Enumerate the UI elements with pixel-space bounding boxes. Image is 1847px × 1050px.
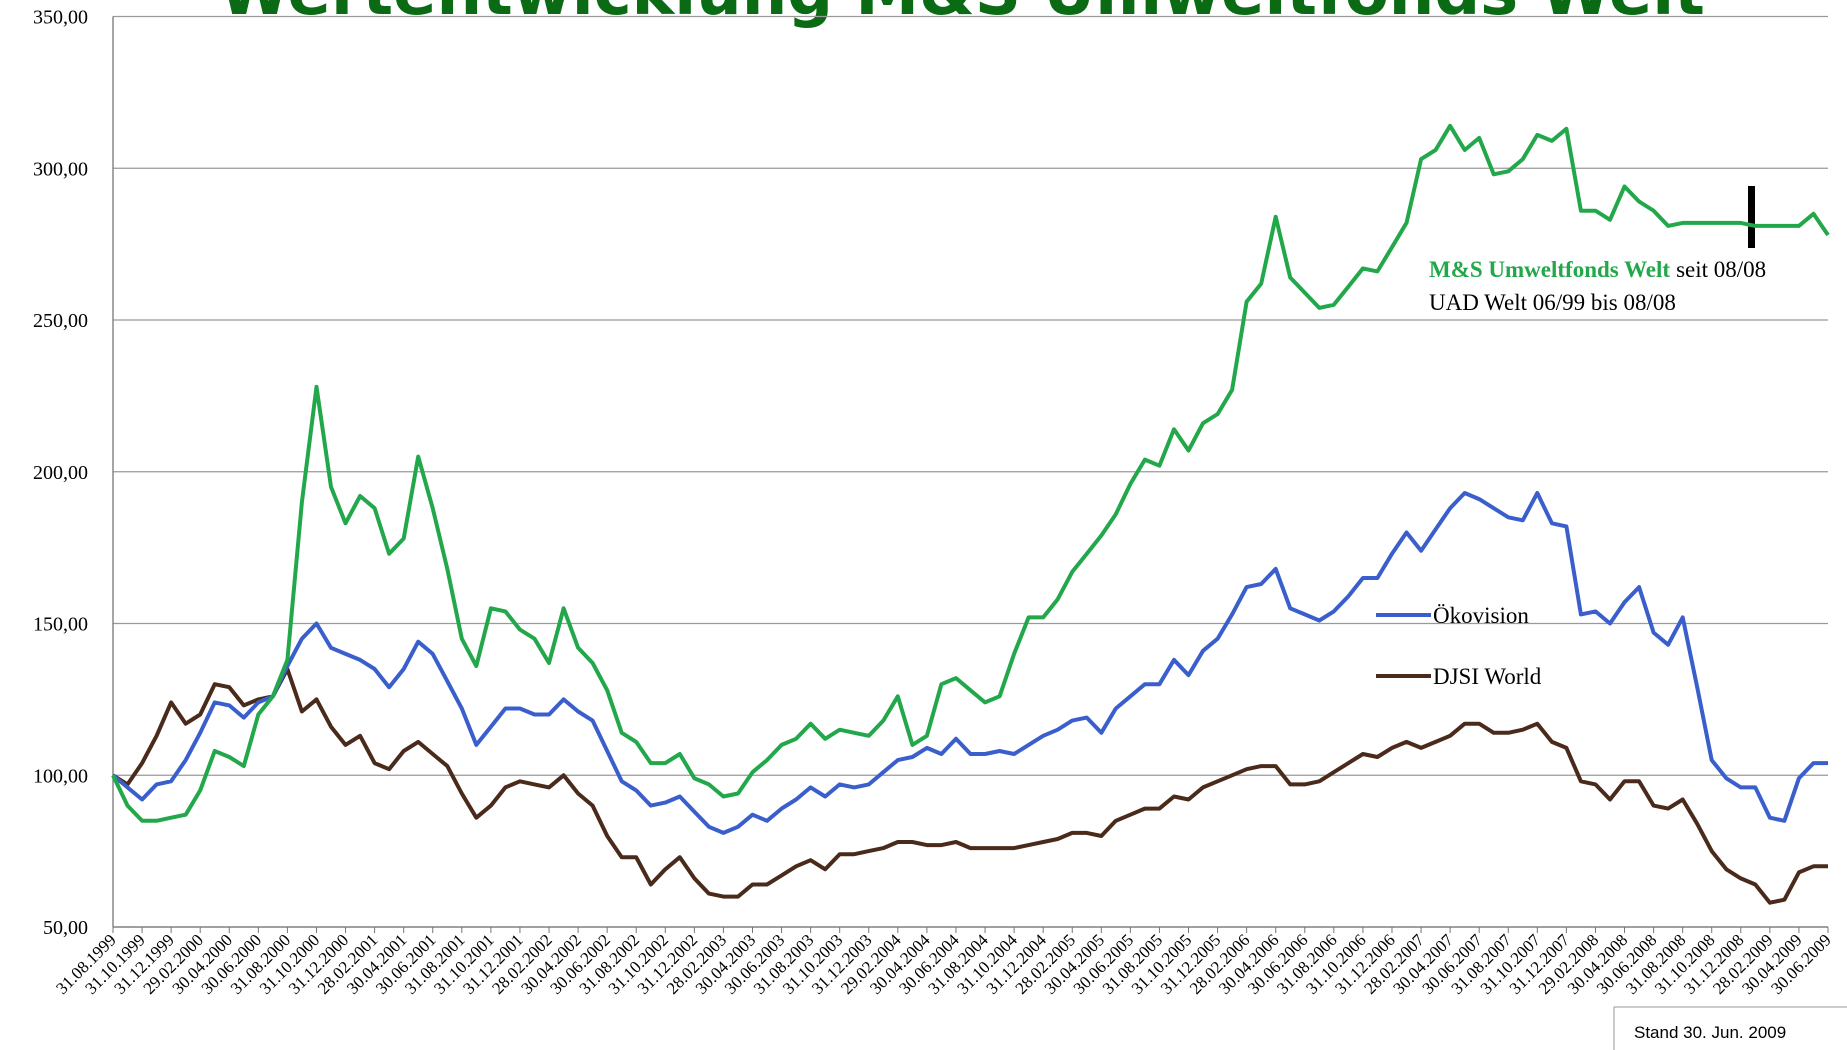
series-label: M&S Umweltfonds Welt [1429, 257, 1670, 282]
annotation-text: seit 08/08 [1676, 257, 1766, 282]
line-series [111, 123, 1830, 823]
annotation: M&S Umweltfonds Welt seit 08/08 [1429, 257, 1766, 282]
stand-box [1613, 1006, 1847, 1050]
y-tick-label: 250,00 [33, 310, 88, 332]
line-series [111, 491, 1828, 835]
y-tick-label: 150,00 [33, 614, 88, 636]
chart-title: Wertentwicklung M&S Umweltfonds Welt [219, 0, 1705, 30]
y-tick-label: 200,00 [33, 462, 88, 484]
legend-label: Ökovision [1433, 603, 1529, 628]
legend-label: DJSI World [1433, 664, 1542, 689]
y-tick-label: 100,00 [33, 765, 88, 787]
y-tick-label: 300,00 [33, 158, 88, 180]
y-tick-label: 350,00 [33, 7, 88, 29]
annotation-text: Stand 30. Jun. 2009 [1634, 1023, 1786, 1042]
annotation-text: UAD Welt 06/99 bis 08/08 [1429, 290, 1676, 315]
y-tick-label: 50,00 [43, 917, 88, 939]
line-series [111, 667, 1828, 905]
marker [1748, 186, 1755, 248]
